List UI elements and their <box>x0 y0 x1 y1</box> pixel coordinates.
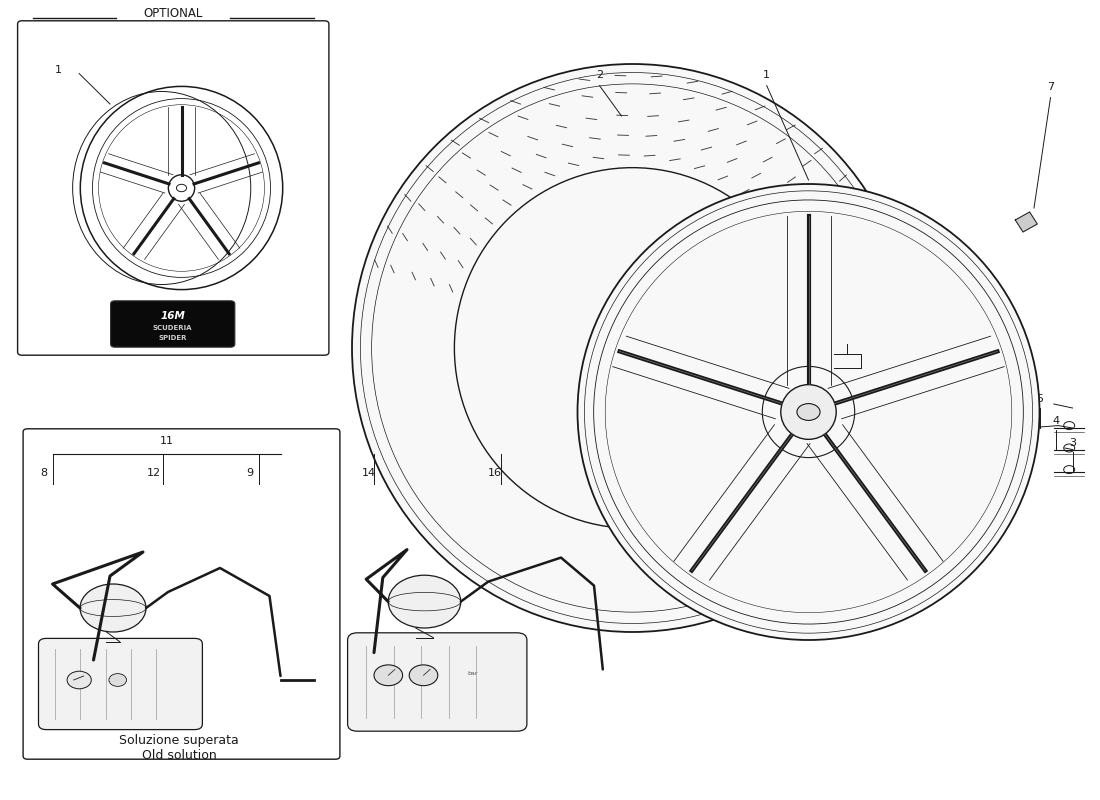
Text: OPTIONAL: OPTIONAL <box>143 7 202 20</box>
Text: 85: 85 <box>735 314 849 406</box>
Text: 3: 3 <box>1069 438 1076 448</box>
Text: 14: 14 <box>362 467 375 478</box>
Ellipse shape <box>352 64 913 632</box>
Circle shape <box>109 674 126 686</box>
Circle shape <box>388 575 461 628</box>
Text: 1: 1 <box>55 65 62 74</box>
Text: bar: bar <box>468 671 477 676</box>
Text: Soluzione superata
Old solution: Soluzione superata Old solution <box>120 734 239 762</box>
Text: 16: 16 <box>488 467 502 478</box>
Text: tuning
ps: tuning ps <box>560 210 804 398</box>
Text: 8: 8 <box>41 467 47 478</box>
Circle shape <box>374 665 403 686</box>
Text: passion: passion <box>529 453 681 539</box>
Text: 11: 11 <box>160 437 174 446</box>
Text: SCUDERIA: SCUDERIA <box>153 325 192 331</box>
Circle shape <box>409 665 438 686</box>
FancyBboxPatch shape <box>110 301 235 347</box>
Text: 13: 13 <box>508 437 521 446</box>
Text: 4: 4 <box>1053 416 1059 426</box>
Ellipse shape <box>781 385 836 439</box>
Circle shape <box>796 403 821 421</box>
Text: 5: 5 <box>1036 394 1043 404</box>
Text: 15: 15 <box>596 467 609 478</box>
Circle shape <box>80 584 146 632</box>
Text: 16M: 16M <box>161 311 185 321</box>
Text: 6: 6 <box>948 442 955 452</box>
Text: SPIDER: SPIDER <box>158 335 187 342</box>
Circle shape <box>67 671 91 689</box>
Ellipse shape <box>578 184 1040 640</box>
Text: 10: 10 <box>785 346 799 356</box>
Text: 7: 7 <box>1047 82 1054 92</box>
Text: 9: 9 <box>246 467 253 478</box>
Text: 1: 1 <box>763 70 770 80</box>
FancyBboxPatch shape <box>348 633 527 731</box>
Text: 2: 2 <box>596 70 603 80</box>
Polygon shape <box>1015 212 1037 232</box>
Text: 12: 12 <box>147 467 161 478</box>
Ellipse shape <box>454 168 811 528</box>
FancyBboxPatch shape <box>39 638 202 730</box>
